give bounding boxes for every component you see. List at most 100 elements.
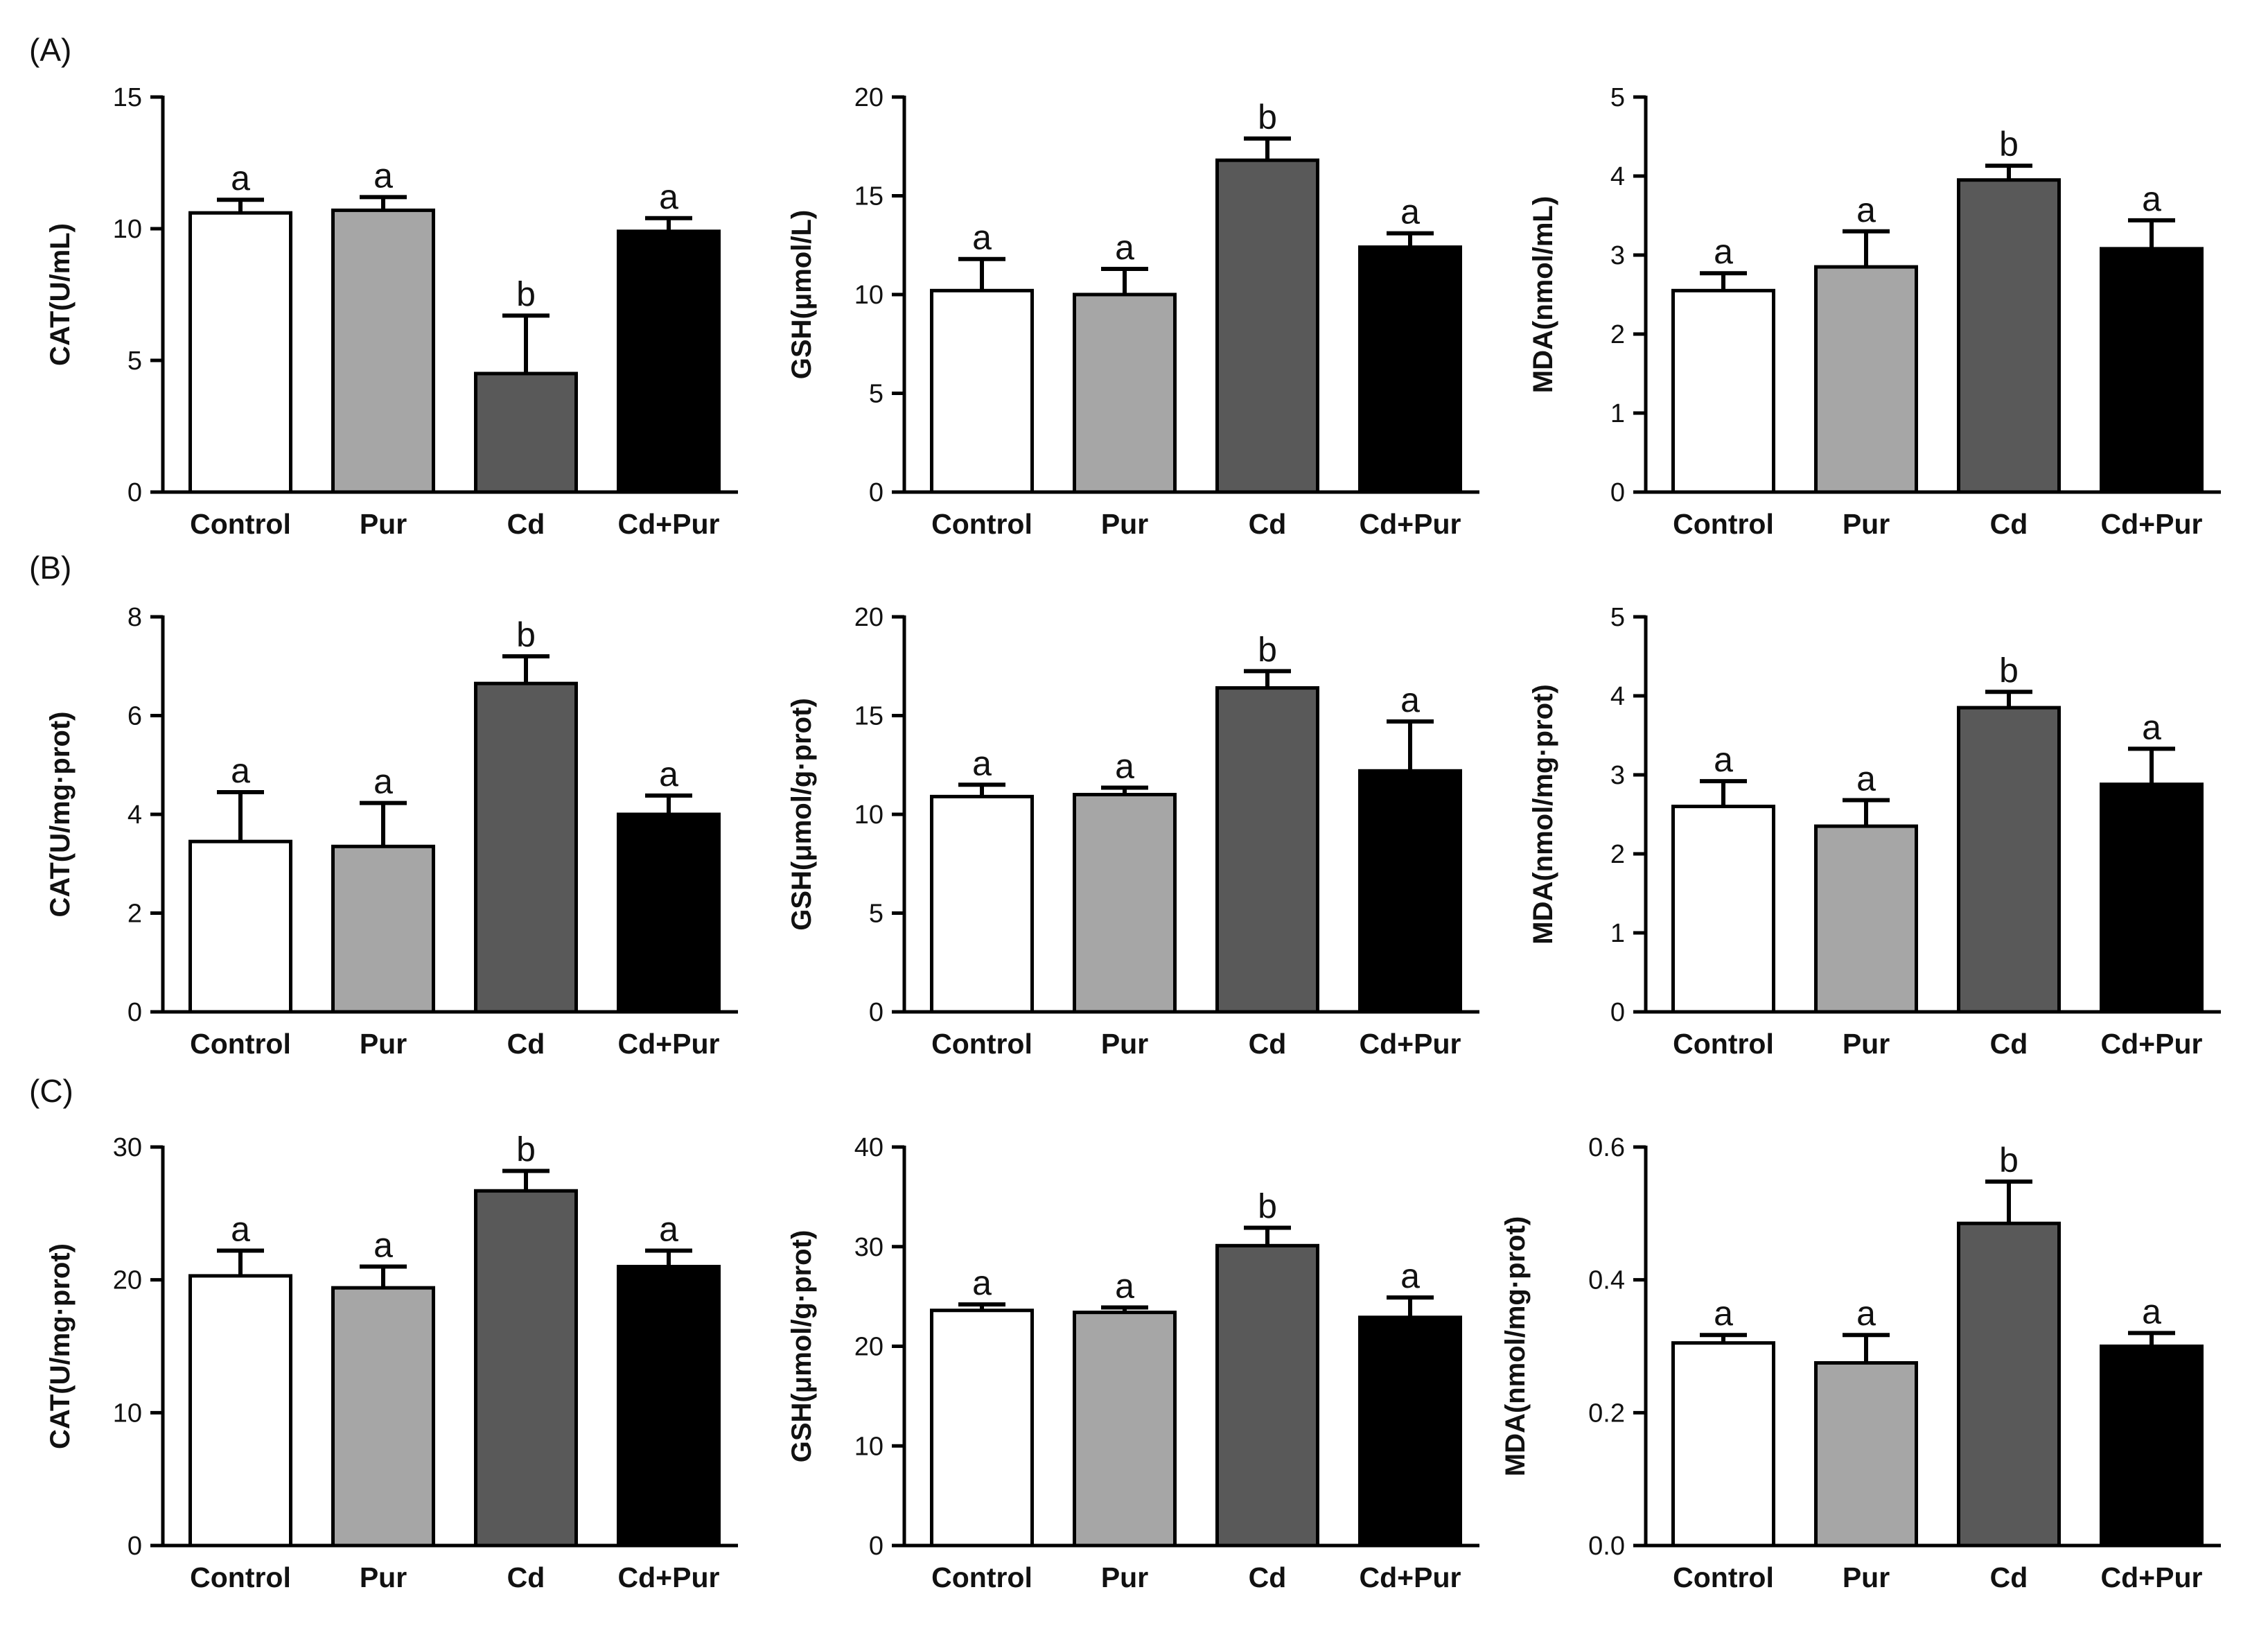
y-tick-label: 10 [854,800,884,830]
x-category-label: Control [931,508,1032,540]
bar-cd [1957,1221,2061,1548]
y-axis-label: MDA(nmol/mg·prot) [1500,1216,1531,1476]
x-category-label: Cd+Pur [2101,1028,2203,1060]
chart-panel: 0.0 0.2 0.4 0.6 MDA(nmol/mg·prot) a Control a Pu… [1500,1133,2221,1593]
y-tick-label: 2 [1610,840,1625,869]
bar-control [188,1274,292,1548]
panel-label-a: (A) [29,32,71,68]
y-tick-label: 0 [128,1532,142,1561]
significance-label: a [972,1263,992,1302]
x-category-label: Control [1673,1028,1774,1060]
y-tick-label: 40 [854,1133,884,1162]
significance-label: a [231,1210,250,1249]
x-category-label: Pur [1843,1028,1890,1060]
chart-panel: 0 5 10 15 CAT(U/mL) a Control a Pur b Cd a Cd+Pur [45,83,738,540]
y-tick-label: 4 [1610,682,1625,711]
significance-label: a [373,762,393,801]
significance-label: a [972,744,992,782]
bar-pur [1814,265,1918,494]
significance-label: a [1856,1294,1876,1333]
significance-label: b [516,274,536,313]
y-tick-label: 10 [113,215,142,244]
y-axis-label: GSH(μmol/g·prot) [786,1230,817,1463]
y-tick-label: 15 [854,182,884,211]
bar-pur [331,844,435,1014]
x-category-label: Pur [1101,1561,1148,1593]
significance-label: a [373,156,393,195]
x-category-label: Cd+Pur [1360,1561,1461,1593]
y-tick-label: 10 [113,1399,142,1428]
x-category-label: Control [1673,508,1774,540]
x-category-label: Cd [507,1561,545,1593]
x-category-label: Control [190,1028,291,1060]
significance-label: b [516,615,536,654]
significance-label: a [972,218,992,257]
significance-label: a [1115,747,1134,786]
y-tick-label: 3 [1610,761,1625,790]
significance-label: a [659,177,678,216]
significance-label: a [1115,1266,1134,1305]
bar-control [1671,805,1775,1014]
significance-label: a [231,159,250,198]
y-tick-label: 2 [128,900,142,929]
y-tick-label: 15 [854,702,884,731]
y-tick-label: 6 [128,702,142,731]
x-category-label: Cd [507,1028,545,1060]
x-category-label: Pur [1843,1561,1890,1593]
y-tick-label: 4 [1610,162,1625,191]
y-axis-label: GSH(μmol/g·prot) [786,698,817,931]
y-tick-label: 0 [128,478,142,507]
x-category-label: Cd [1249,1561,1287,1593]
bar-control [1671,1341,1775,1548]
y-tick-label: 8 [128,603,142,632]
y-tick-label: 20 [113,1266,142,1295]
x-category-label: Cd [1990,508,2028,540]
y-tick-label: 3 [1610,241,1625,270]
y-tick-label: 2 [1610,320,1625,349]
panel-label-b: (B) [29,550,71,586]
y-tick-label: 30 [113,1133,142,1162]
y-axis-label: MDA(nmol/mL) [1528,196,1558,393]
x-category-label: Control [190,1561,291,1593]
x-category-label: Cd [1990,1561,2028,1593]
bar-cd [474,1189,578,1548]
y-tick-label: 20 [854,1333,884,1362]
bar-cd [1215,1243,1319,1548]
x-category-label: Pur [360,508,407,540]
bar-cd [474,371,578,494]
chart-panel: 0 10 20 30 40 GSH(μmol/g·prot) a Control a Pur b Cd… [786,1133,1479,1593]
panel-label-c: (C) [29,1073,73,1109]
y-axis-label: CAT(U/mg·prot) [45,712,76,918]
chart-panel: 0 1 2 3 4 5 MDA(nmol/mg·prot) a Control a Pur b Cd a C… [1528,603,2221,1060]
bar-control [1671,288,1775,494]
chart-panel: 0 5 10 15 20 GSH(μmol/L) a Control a Pur b Cd a Cd+Pu… [786,83,1479,540]
y-tick-label: 5 [1610,83,1625,112]
y-tick-label: 0.0 [1588,1532,1625,1561]
bar-pur [1073,1311,1177,1548]
significance-label: b [516,1130,536,1169]
x-category-label: Control [931,1561,1032,1593]
bar-pur [1073,292,1177,494]
x-category-label: Cd+Pur [2101,1561,2203,1593]
y-tick-label: 5 [869,900,884,929]
y-tick-label: 0.2 [1588,1399,1625,1428]
y-tick-label: 0.6 [1588,1133,1625,1162]
y-tick-label: 1 [1610,399,1625,428]
y-tick-label: 4 [128,800,142,830]
x-category-label: Cd+Pur [618,508,720,540]
bar-cd-plus-pur [617,812,721,1014]
y-axis-label: CAT(U/mL) [45,223,76,366]
significance-label: a [2142,1292,2161,1331]
bar-cd [1957,706,2061,1014]
bar-cd-plus-pur [2100,782,2204,1014]
charts-group: 051015CAT(U/mL)aControlaPurbCdaCd+Pur051… [45,83,2221,1593]
y-tick-label: 5 [1610,603,1625,632]
significance-label: a [1115,228,1134,267]
x-category-label: Cd [1249,508,1287,540]
x-category-label: Control [931,1028,1032,1060]
significance-label: a [231,751,250,790]
y-tick-label: 10 [854,1432,884,1461]
x-category-label: Control [190,508,291,540]
x-category-label: Pur [360,1028,407,1060]
